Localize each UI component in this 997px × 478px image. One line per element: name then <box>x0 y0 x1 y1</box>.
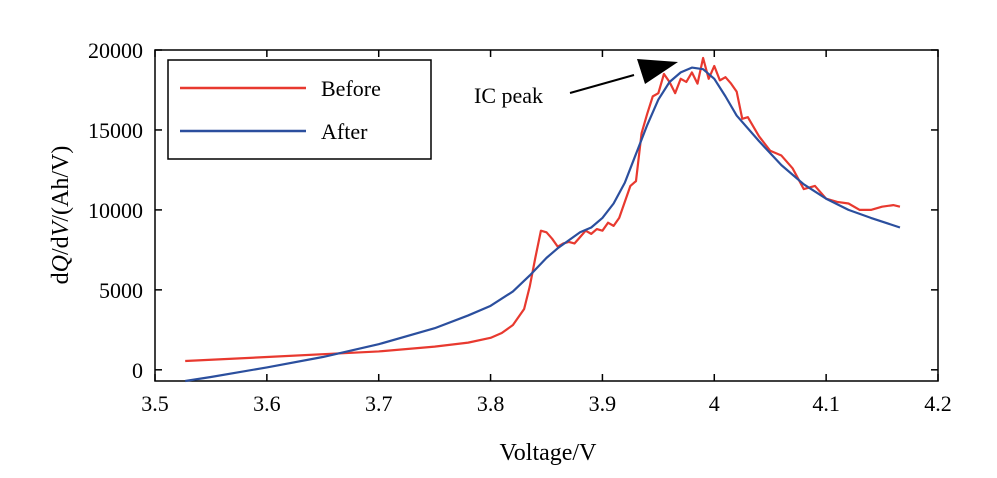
y-tick-label: 15000 <box>88 118 143 143</box>
x-tick-label: 3.6 <box>253 391 281 416</box>
y-tick-label: 20000 <box>88 38 143 63</box>
legend-label-before: Before <box>321 76 381 101</box>
x-axis-label: Voltage/V <box>500 440 598 466</box>
y-axis-label: dQ/dV/(Ah/V) <box>48 146 74 285</box>
x-tick-label: 4.1 <box>812 391 840 416</box>
plot-frame <box>154 49 939 382</box>
x-tick-label: 3.8 <box>477 391 505 416</box>
annotation-label: IC peak <box>474 83 543 108</box>
x-tick-label: 3.7 <box>365 391 393 416</box>
x-tick-label: 3.5 <box>141 391 169 416</box>
ic-peak-annotation: IC peak <box>474 59 678 108</box>
x-tick-label: 4 <box>709 391 720 416</box>
annotation-arrow-head <box>637 59 678 84</box>
annotation-arrow-shaft <box>569 74 635 94</box>
y-tick-label: 5000 <box>99 278 143 303</box>
x-tick-label: 3.9 <box>589 391 617 416</box>
series-line-before <box>185 56 901 363</box>
y-tick-label: 10000 <box>88 198 143 223</box>
series-line-after <box>185 66 901 383</box>
legend-box <box>167 59 432 160</box>
y-tick-label: 0 <box>132 358 143 383</box>
legend: Before After <box>167 59 432 160</box>
legend-label-after: After <box>321 119 368 144</box>
x-tick-label: 4.2 <box>924 391 952 416</box>
